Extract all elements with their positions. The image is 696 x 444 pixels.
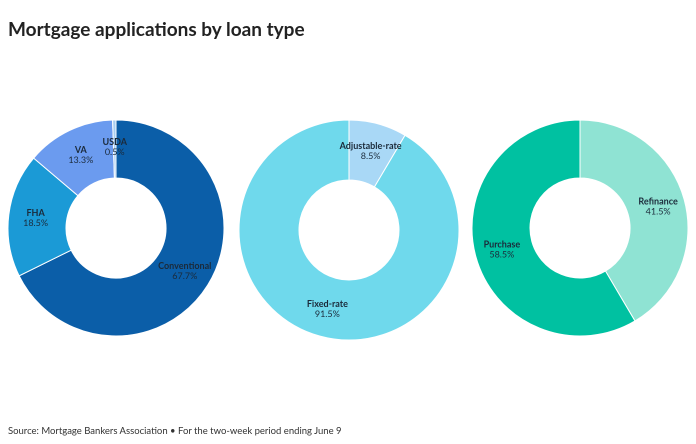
slice [7, 157, 79, 277]
slice-label: FHA [26, 207, 45, 218]
slice-label: Fixed-rate [307, 298, 348, 309]
slice-value: 18.5% [23, 217, 48, 228]
slice-label: Refinance [638, 196, 678, 207]
slice-value: 58.5% [489, 248, 514, 259]
slice [471, 119, 636, 337]
slice-label: Adjustable-rate [339, 140, 402, 151]
slice-label: Conventional [158, 260, 211, 271]
slice [579, 119, 689, 322]
slice-label: USDA [102, 136, 127, 147]
slice-value: 8.5% [361, 150, 381, 161]
slice [18, 119, 225, 337]
source: Source: Mortgage Bankers Association • F… [8, 426, 342, 437]
slice-label: Purchase [484, 238, 521, 249]
slice-value: 13.3% [68, 154, 93, 165]
slice-value: 67.7% [172, 270, 197, 281]
slice-value: 0.5% [105, 146, 125, 157]
slice-value: 91.5% [315, 308, 340, 319]
slice [112, 119, 117, 179]
slice-label: VA [74, 144, 88, 155]
title: Mortgage applications by loan type [8, 18, 305, 41]
slice [238, 119, 460, 341]
slice-value: 41.5% [646, 206, 671, 217]
